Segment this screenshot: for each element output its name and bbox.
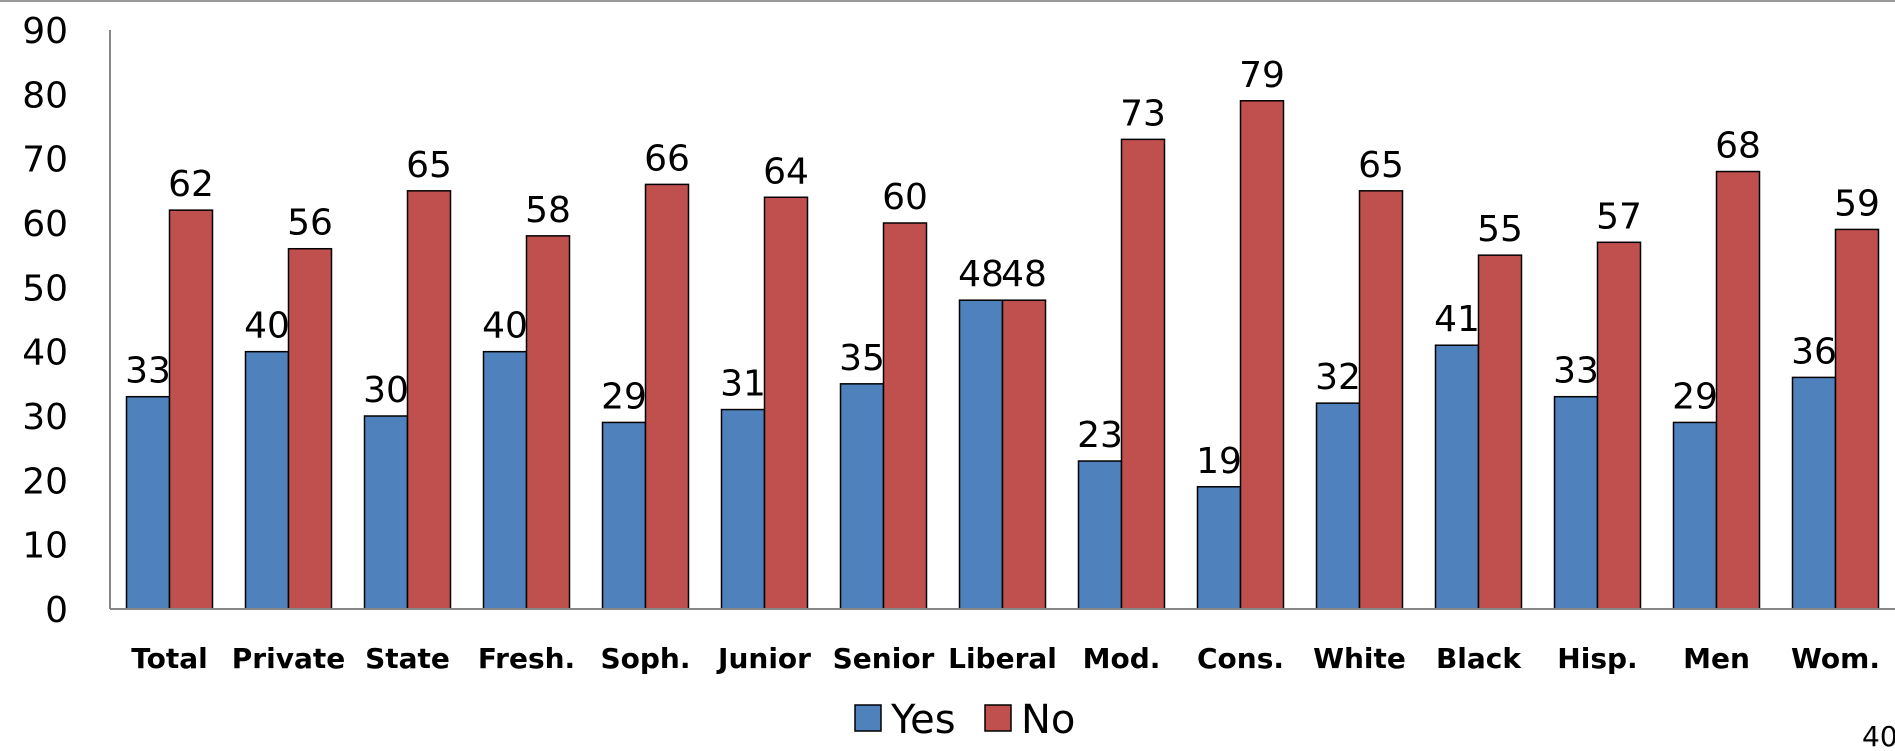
- bar-yes: [482, 350, 528, 610]
- legend-swatch-yes: [854, 704, 882, 732]
- data-label-yes: 36: [1791, 331, 1837, 372]
- category-label: Black: [1436, 642, 1522, 675]
- bar-yes: [125, 395, 171, 610]
- category-label: Junior: [716, 642, 811, 675]
- legend-label-no: No: [1021, 697, 1075, 743]
- data-label-no: 66: [644, 138, 690, 179]
- bar-no: [1001, 299, 1047, 610]
- data-label-yes: 30: [363, 370, 409, 411]
- y-tick-label: 50: [22, 268, 68, 309]
- bar-no: [287, 247, 333, 610]
- y-tick-label: 80: [22, 75, 68, 116]
- bar-yes: [1077, 460, 1123, 610]
- data-label-yes: 33: [1553, 351, 1599, 392]
- bar-no: [1239, 100, 1285, 610]
- data-label-no: 62: [168, 164, 214, 205]
- data-label-yes: 19: [1196, 441, 1242, 482]
- data-label-no: 57: [1596, 196, 1642, 237]
- category-label: State: [365, 642, 450, 675]
- y-axis: 0 10 20 30 40 50 60 70 80 90: [22, 11, 111, 631]
- bar-yes: [1196, 486, 1242, 610]
- bar-yes: [363, 415, 409, 610]
- category-label: Wom.: [1791, 642, 1880, 675]
- y-tick-label: 10: [22, 526, 68, 567]
- data-label-no: 55: [1477, 209, 1523, 250]
- bar-no: [1834, 228, 1880, 610]
- legend-swatch-no: [984, 704, 1012, 732]
- bar-no: [763, 196, 809, 610]
- bar-no: [1358, 190, 1404, 610]
- y-tick-label: 90: [22, 11, 68, 52]
- data-label-no: 79: [1239, 55, 1285, 96]
- data-label-yes: 29: [1672, 376, 1718, 417]
- bar-no: [406, 190, 452, 610]
- bar-yes: [1434, 344, 1480, 610]
- bars: [125, 100, 1880, 610]
- y-tick-label: 30: [22, 397, 68, 438]
- data-label-no: 64: [763, 151, 809, 192]
- bar-yes: [958, 299, 1004, 610]
- data-label-yes: 35: [839, 338, 885, 379]
- bar-no: [1120, 138, 1166, 610]
- category-label: Senior: [833, 642, 935, 675]
- bar-yes: [839, 383, 885, 610]
- data-label-no: 58: [525, 190, 571, 231]
- y-tick-label: 0: [45, 590, 68, 631]
- bar-no: [168, 209, 214, 610]
- legend-label-yes: Yes: [890, 697, 956, 743]
- data-label-yes: 48: [958, 254, 1004, 295]
- data-label-yes: 23: [1077, 415, 1123, 456]
- y-tick-label: 70: [22, 140, 68, 181]
- data-label-no: 65: [1358, 145, 1404, 186]
- category-label: Liberal: [948, 642, 1057, 675]
- category-label: Private: [232, 642, 345, 675]
- data-label-no: 73: [1120, 93, 1166, 134]
- data-label-no: 60: [882, 177, 928, 218]
- category-label: Fresh.: [478, 642, 575, 675]
- bar-yes: [720, 408, 766, 610]
- category-label: Cons.: [1197, 642, 1284, 675]
- bar-yes: [601, 421, 647, 610]
- category-label: Men: [1683, 642, 1750, 675]
- y-tick-label: 60: [22, 204, 68, 245]
- bar-no: [882, 222, 928, 610]
- legend: Yes No: [854, 697, 1075, 743]
- category-label: Soph.: [600, 642, 690, 675]
- bar-no: [644, 183, 690, 610]
- category-label: Hisp.: [1557, 642, 1637, 675]
- data-label-yes: 41: [1434, 299, 1480, 340]
- data-label-no: 56: [287, 203, 333, 244]
- data-label-no: 68: [1715, 126, 1761, 167]
- data-label-yes: 40: [482, 306, 528, 347]
- bar-yes: [244, 350, 290, 610]
- bar-no: [525, 235, 571, 610]
- bar-yes: [1553, 395, 1599, 610]
- data-label-yes: 29: [601, 376, 647, 417]
- y-tick-label: 20: [22, 461, 68, 502]
- category-label: White: [1313, 642, 1406, 675]
- data-label-no: 59: [1834, 183, 1880, 224]
- bar-no: [1477, 254, 1523, 610]
- data-label-yes: 32: [1315, 357, 1361, 398]
- bar-yes: [1315, 402, 1361, 610]
- bar-yes: [1791, 376, 1837, 610]
- page-number: 40: [1862, 720, 1895, 751]
- bar-no: [1715, 170, 1761, 610]
- category-label: Total: [131, 642, 208, 675]
- x-axis: Total Private State Fresh. Soph. Junior Senior…: [110, 608, 1895, 675]
- data-label-no: 48: [1001, 254, 1047, 295]
- data-label-no: 65: [406, 145, 452, 186]
- category-label: Mod.: [1083, 642, 1161, 675]
- bar-no: [1596, 241, 1642, 610]
- data-label-yes: 31: [720, 364, 766, 405]
- data-label-yes: 33: [125, 351, 171, 392]
- data-label-yes: 40: [244, 306, 290, 347]
- bar-yes: [1672, 421, 1718, 610]
- y-tick-label: 40: [22, 333, 68, 374]
